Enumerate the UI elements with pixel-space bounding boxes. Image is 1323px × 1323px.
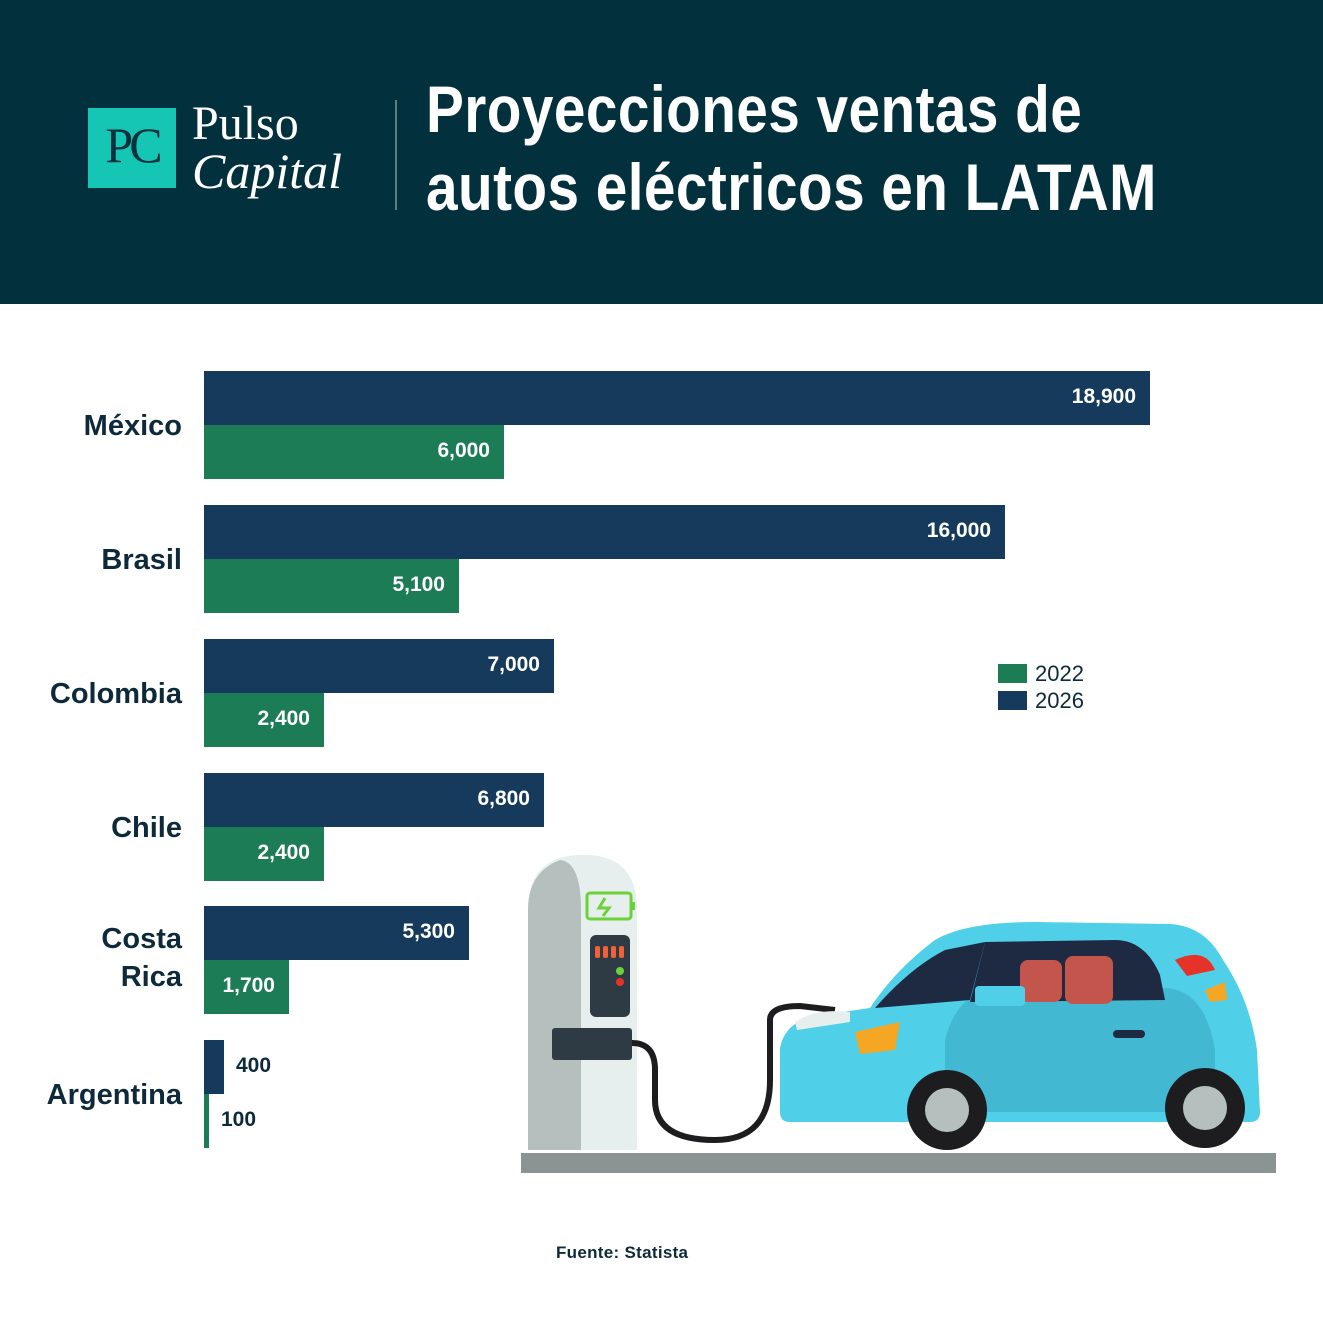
legend-swatch-2026 (998, 691, 1027, 710)
category-label-mexico: México (83, 410, 182, 442)
brand-name-line1: Pulso (192, 97, 299, 150)
category-label-costa-rica: Costa Rica (101, 923, 182, 993)
chart-title-line1: Proyecciones ventas de (426, 72, 1083, 146)
value-label-costa-rica-2026: 5,300 (402, 920, 455, 943)
bar-argentina-2022 (204, 1094, 209, 1148)
car-charging-illustration (521, 855, 1276, 1173)
value-label-chile-2022: 2,400 (257, 841, 310, 864)
bar-costa-rica-2022 (204, 960, 289, 1014)
category-label-chile: Chile (111, 812, 182, 844)
bar-mexico-2026 (204, 371, 1150, 425)
value-label-argentina-2022: 100 (221, 1108, 257, 1131)
chart-title-line2: autos eléctricos en LATAM (426, 150, 1157, 224)
category-label-brasil: Brasil (101, 544, 182, 576)
value-label-chile-2026: 6,800 (477, 787, 530, 810)
category-label-colombia: Colombia (49, 678, 182, 710)
category-label-argentina: Argentina (46, 1079, 182, 1111)
value-label-colombia-2022: 2,400 (257, 707, 310, 730)
header-divider (395, 100, 397, 210)
chart-legend: 2022 2026 (998, 660, 1084, 714)
legend-label-2022: 2022 (1035, 660, 1084, 686)
charging-plug (552, 1028, 632, 1060)
car-headlight (855, 1022, 900, 1054)
bar-brasil-2022 (204, 559, 459, 613)
legend-swatch-2022 (998, 664, 1027, 683)
bar-colombia-2022 (204, 693, 324, 747)
value-label-colombia-2026: 7,000 (487, 653, 540, 676)
value-label-costa-rica-2022: 1,700 (222, 974, 275, 997)
bar-chile-2026 (204, 773, 544, 827)
charging-cable (631, 1002, 836, 1144)
value-label-argentina-2026: 400 (236, 1054, 272, 1077)
bar-colombia-2026 (204, 639, 554, 693)
legend-entry-2022: 2022 (998, 660, 1084, 687)
header-banner: PC Pulso Capital Proyecciones ventas de … (0, 0, 1323, 304)
car-front-window (875, 942, 985, 1008)
value-label-mexico-2022: 6,000 (437, 439, 490, 462)
value-label-brasil-2026: 16,000 (926, 519, 991, 542)
bar-costa-rica-2026 (204, 906, 469, 960)
legend-label-2026: 2026 (1035, 687, 1084, 713)
bar-chile-2022 (204, 827, 324, 881)
ground-strip (521, 1153, 1276, 1173)
source-note: Fuente: Statista (556, 1243, 689, 1262)
bar-mexico-2022 (204, 425, 504, 479)
bar-argentina-2026 (204, 1040, 224, 1094)
bar-brasil-2026 (204, 505, 1005, 559)
logo-monogram: PC (88, 108, 176, 188)
value-label-brasil-2022: 5,100 (392, 573, 445, 596)
brand-name-line2: Capital (192, 143, 343, 199)
chart-title: Proyecciones ventas de autos eléctricos … (426, 70, 1183, 226)
value-label-mexico-2026: 18,900 (1071, 385, 1136, 408)
legend-entry-2026: 2026 (998, 687, 1084, 714)
